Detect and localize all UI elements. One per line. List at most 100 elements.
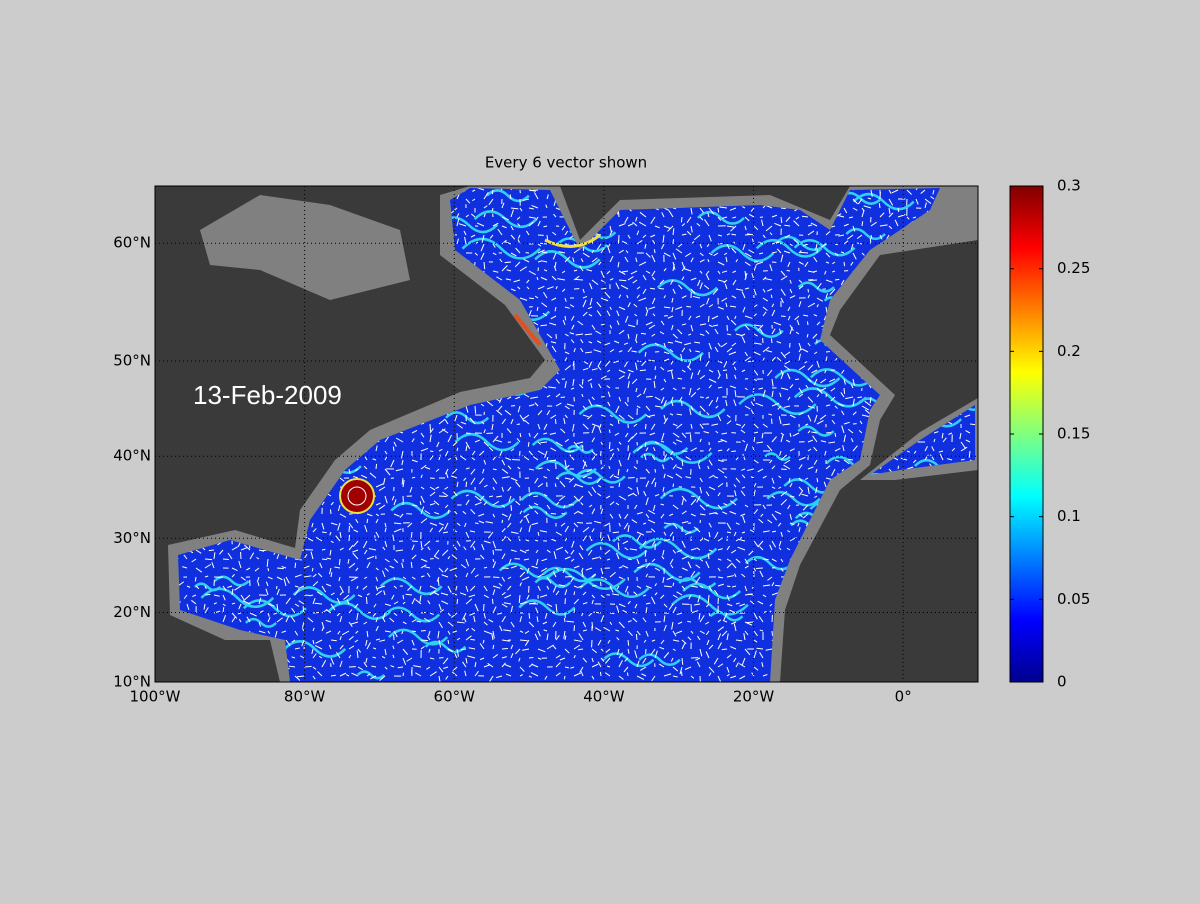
vector xyxy=(781,316,786,317)
vector xyxy=(475,406,476,414)
vector xyxy=(748,361,754,362)
vector xyxy=(470,639,475,640)
vector xyxy=(322,532,327,533)
vector xyxy=(795,379,799,380)
vector xyxy=(565,316,566,320)
vector xyxy=(529,298,534,299)
vector xyxy=(574,591,575,595)
vector xyxy=(654,249,655,253)
vector xyxy=(585,334,592,335)
vector xyxy=(505,262,511,263)
vector xyxy=(304,666,312,667)
vector xyxy=(787,270,790,271)
vector xyxy=(628,640,629,646)
vector xyxy=(687,621,691,622)
vector xyxy=(844,388,845,394)
vector xyxy=(492,599,493,604)
vector xyxy=(295,563,296,568)
vector xyxy=(205,594,210,595)
vector xyxy=(489,496,493,497)
vector xyxy=(330,509,331,514)
vector xyxy=(209,550,214,551)
vector xyxy=(339,559,340,565)
vector xyxy=(565,576,572,577)
vector xyxy=(898,466,899,469)
vector xyxy=(771,338,772,343)
vector xyxy=(681,217,682,222)
vector xyxy=(746,622,754,623)
vector xyxy=(403,595,404,599)
vector xyxy=(466,482,467,487)
vector xyxy=(655,366,656,370)
vector xyxy=(511,505,512,511)
vector xyxy=(722,649,727,650)
vector xyxy=(582,379,583,385)
vector xyxy=(412,477,415,478)
vector xyxy=(636,634,637,640)
vector xyxy=(727,532,731,533)
vector xyxy=(502,520,503,523)
vector xyxy=(641,333,646,334)
vector xyxy=(627,673,628,676)
vector xyxy=(673,239,674,244)
vector xyxy=(205,559,212,560)
vector xyxy=(528,442,529,447)
vector xyxy=(574,609,575,613)
vector xyxy=(484,262,485,269)
vector xyxy=(673,536,674,541)
vector xyxy=(659,288,664,289)
vector xyxy=(600,672,601,676)
vector xyxy=(772,631,773,636)
vector xyxy=(223,559,229,560)
vector xyxy=(673,484,674,487)
vector xyxy=(898,208,899,212)
vector xyxy=(800,252,808,253)
vector xyxy=(708,595,709,603)
vector xyxy=(529,613,530,619)
vector xyxy=(564,618,565,622)
vector xyxy=(555,419,556,424)
vector xyxy=(331,640,337,641)
vector xyxy=(564,676,565,679)
vector xyxy=(650,288,655,289)
vector xyxy=(726,374,727,379)
vector xyxy=(512,459,520,460)
vector xyxy=(403,673,404,676)
vector xyxy=(541,442,547,443)
vector xyxy=(633,612,637,613)
vector xyxy=(775,585,781,586)
vector xyxy=(430,424,431,432)
vector xyxy=(763,559,769,560)
vector xyxy=(367,519,368,523)
vector xyxy=(718,208,719,212)
vector xyxy=(277,568,284,569)
vector xyxy=(781,469,787,470)
vector xyxy=(412,541,418,542)
vector xyxy=(574,529,575,532)
vector xyxy=(448,640,449,644)
vector xyxy=(879,203,880,208)
vector xyxy=(609,430,610,433)
vector xyxy=(857,397,862,398)
vector xyxy=(686,306,691,307)
vector xyxy=(826,394,827,397)
vector xyxy=(817,478,818,482)
vector xyxy=(313,612,319,613)
vector xyxy=(609,442,610,449)
vector xyxy=(862,221,863,226)
vector xyxy=(412,631,416,632)
vector xyxy=(574,625,575,631)
vector xyxy=(530,190,538,191)
vector xyxy=(393,447,394,451)
vector xyxy=(394,577,395,580)
vector xyxy=(668,342,673,343)
vector xyxy=(835,279,839,280)
vector xyxy=(349,526,350,532)
vector xyxy=(376,464,377,469)
vector xyxy=(493,550,494,555)
vector xyxy=(276,586,277,589)
vector xyxy=(645,424,646,429)
vector xyxy=(561,397,565,398)
vector xyxy=(457,599,458,604)
